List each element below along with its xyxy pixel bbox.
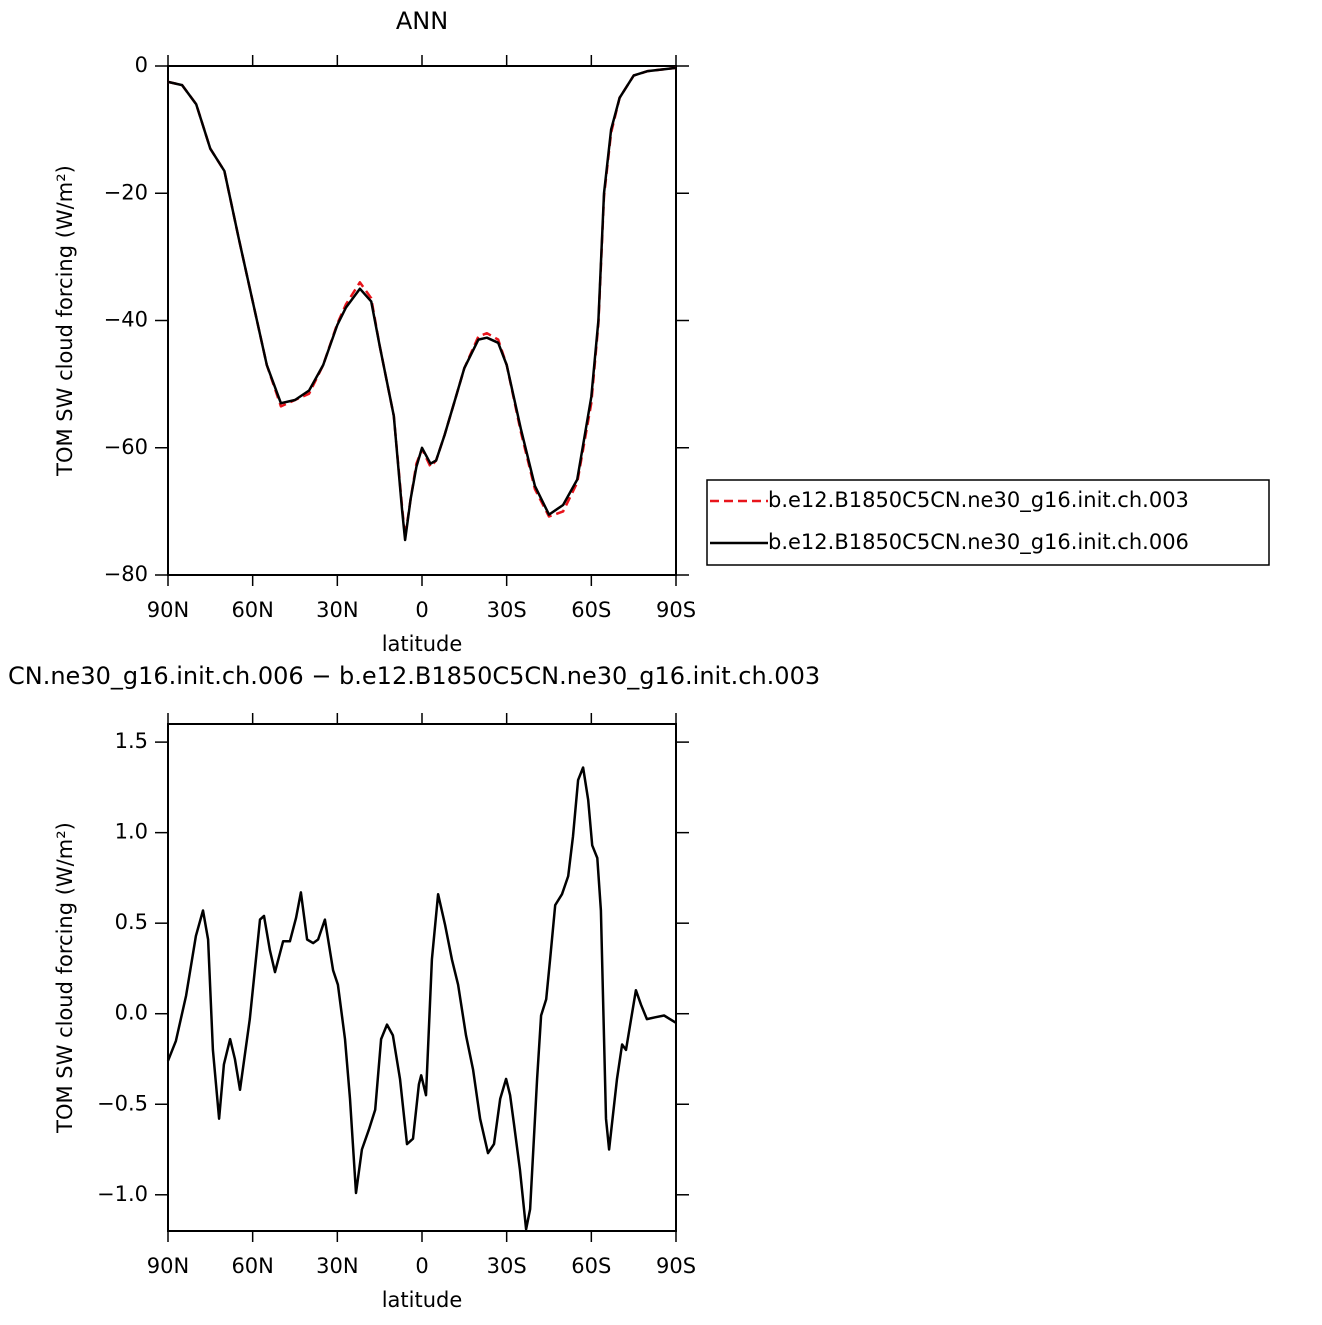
- data-line: [167, 66, 677, 542]
- x-tick-label: 30S: [487, 598, 527, 622]
- y-tick-label: −1.0: [97, 1182, 148, 1206]
- chart-title: CN.ne30_g16.init.ch.006 − b.e12.B1850C5C…: [8, 662, 820, 690]
- x-tick-label: 60S: [571, 1254, 611, 1278]
- y-tick-label: 1.5: [115, 729, 148, 753]
- x-tick-label: 60N: [231, 598, 273, 622]
- y-tick-label: 1.0: [115, 820, 148, 844]
- x-tick-label: 30N: [316, 598, 358, 622]
- y-tick-label: 0: [135, 53, 148, 77]
- data-line: [166, 766, 677, 1231]
- plot-frame: [167, 65, 677, 576]
- legend-box: [706, 479, 1270, 566]
- y-axis-label: TOM SW cloud forcing (W/m²): [53, 822, 77, 1134]
- x-tick-label: 90S: [656, 1254, 696, 1278]
- x-tick-label: 90S: [656, 598, 696, 622]
- legend-label: b.e12.B1850C5CN.ne30_g16.init.ch.006: [768, 530, 1189, 555]
- x-tick-label: 30S: [487, 1254, 527, 1278]
- y-tick-label: −80: [104, 562, 148, 586]
- y-tick-label: −20: [104, 180, 148, 204]
- x-tick-label: 60S: [571, 598, 611, 622]
- y-axis-label: TOM SW cloud forcing (W/m²): [53, 165, 77, 477]
- y-tick-label: −40: [104, 308, 148, 332]
- legend-label: b.e12.B1850C5CN.ne30_g16.init.ch.003: [768, 488, 1189, 513]
- y-tick-label: 0.0: [115, 1001, 148, 1025]
- x-tick-label: 60N: [231, 1254, 273, 1278]
- y-tick-label: 0.5: [115, 910, 148, 934]
- x-axis-label: latitude: [382, 632, 463, 656]
- x-tick-label: 30N: [316, 1254, 358, 1278]
- plot-frame: [167, 723, 677, 1232]
- x-tick-label: 90N: [147, 598, 189, 622]
- y-tick-label: −0.5: [97, 1091, 148, 1115]
- chart-title: ANN: [396, 7, 448, 35]
- x-axis-label: latitude: [382, 1288, 463, 1312]
- y-tick-label: −60: [104, 435, 148, 459]
- x-tick-label: 0: [415, 598, 428, 622]
- x-tick-label: 0: [415, 1254, 428, 1278]
- x-tick-label: 90N: [147, 1254, 189, 1278]
